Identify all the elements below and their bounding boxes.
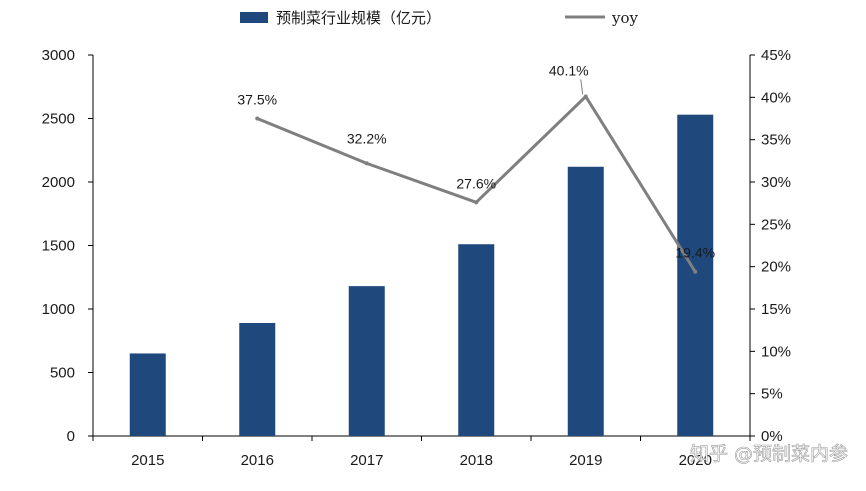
bar [348, 286, 385, 436]
label-leader-line [580, 79, 584, 95]
right-tick-label: 20% [761, 259, 791, 276]
right-tick-label: 15% [761, 301, 791, 318]
legend-line-label: yoy [611, 9, 639, 27]
right-tick-label: 40% [761, 89, 791, 106]
yoy-line-series [255, 94, 698, 274]
left-tick-label: 2500 [42, 111, 75, 128]
yoy-data-label: 40.1% [549, 62, 589, 78]
yoy-data-label: 37.5% [237, 92, 277, 108]
left-tick-label: 500 [50, 365, 75, 382]
left-tick-label: 1500 [42, 238, 75, 255]
right-tick-label: 45% [761, 47, 791, 64]
x-tick-label: 2017 [350, 452, 383, 469]
bar [677, 114, 714, 436]
x-tick-label: 2016 [241, 452, 274, 469]
right-tick-label: 0% [761, 428, 783, 445]
axes: 0 500 1000 1500 2000 2500 3000 0% 5% 10% 15% 20% 25%… [42, 47, 791, 469]
right-tick-label: 25% [761, 216, 791, 233]
yoy-data-label: 32.2% [347, 130, 387, 146]
data-labels: 37.5% 32.2% 27.6% 40.1% 19.4% [237, 62, 715, 260]
bar-series [129, 114, 714, 436]
yoy-point [583, 94, 588, 99]
bar [239, 322, 276, 436]
bar [129, 353, 166, 436]
yoy-point [364, 161, 369, 166]
left-tick-label: 3000 [42, 47, 75, 64]
x-tick-label: 2015 [131, 452, 164, 469]
bar [458, 244, 495, 436]
watermark: 知乎 @预制菜内参 [690, 443, 848, 465]
left-tick-label: 1000 [42, 301, 75, 318]
right-tick-label: 10% [761, 343, 791, 360]
yoy-data-label: 19.4% [675, 245, 715, 261]
right-tick-label: 5% [761, 386, 783, 403]
legend-bar-swatch [240, 12, 268, 23]
yoy-point [255, 116, 260, 121]
left-tick-label: 2000 [42, 174, 75, 191]
legend: 预制菜行业规模（亿元） yoy [240, 9, 639, 27]
right-tick-label: 30% [761, 174, 791, 191]
bar [567, 166, 604, 436]
left-tick-label: 0 [67, 428, 75, 445]
x-tick-label: 2019 [569, 452, 602, 469]
x-tick-label: 2018 [460, 452, 493, 469]
right-tick-label: 35% [761, 132, 791, 149]
yoy-data-label: 27.6% [456, 175, 496, 191]
x-tick-label: 2020 [679, 452, 712, 469]
yoy-point [693, 269, 698, 274]
legend-bar-label: 预制菜行业规模（亿元） [276, 9, 441, 27]
yoy-point [474, 200, 479, 205]
